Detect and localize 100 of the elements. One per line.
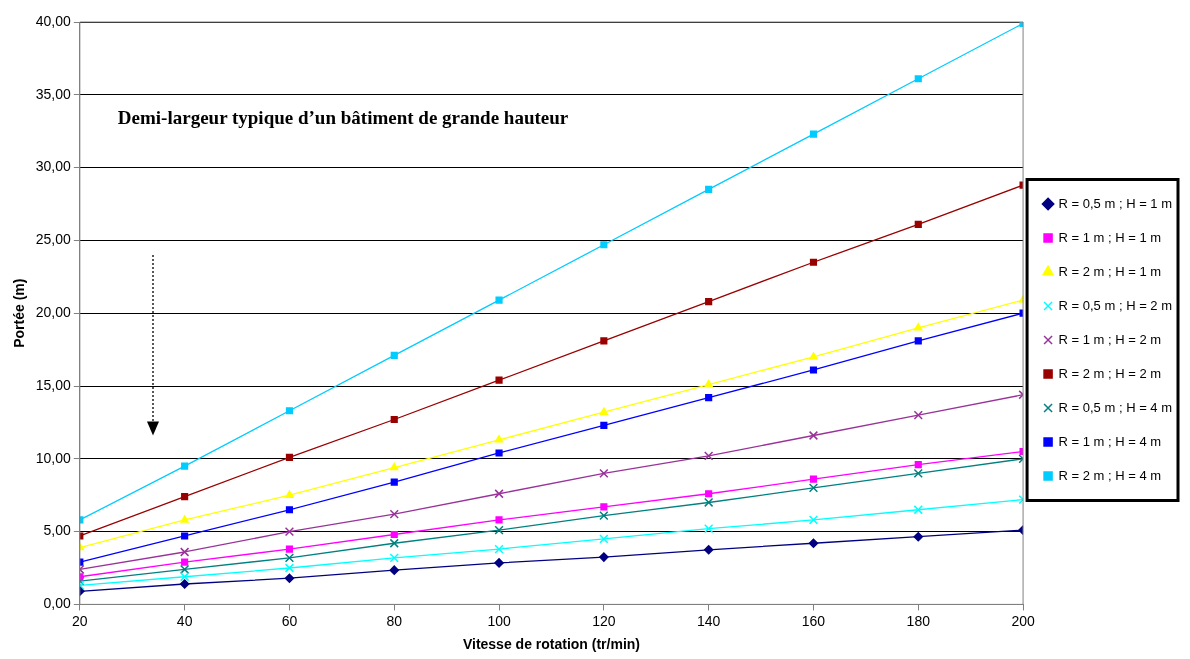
legend-label: R = 0,5 m ; H = 1 m bbox=[1058, 195, 1173, 211]
y-tick-label: 0,00 bbox=[43, 595, 72, 612]
point bbox=[704, 497, 714, 508]
x-tick-label: 100 bbox=[487, 612, 511, 629]
point bbox=[285, 490, 294, 498]
point bbox=[808, 538, 819, 548]
point bbox=[809, 352, 818, 360]
point bbox=[704, 524, 714, 534]
point bbox=[809, 475, 818, 483]
point bbox=[704, 379, 713, 388]
point bbox=[494, 489, 504, 499]
point bbox=[599, 534, 609, 544]
point bbox=[599, 510, 609, 521]
point bbox=[494, 525, 504, 535]
point bbox=[390, 462, 399, 471]
y-tick-label: 10,00 bbox=[35, 449, 72, 466]
point bbox=[809, 366, 818, 374]
point bbox=[913, 531, 924, 542]
y-tick-label: 5,00 bbox=[43, 522, 72, 539]
x-tick-label: 40 bbox=[176, 612, 193, 629]
point bbox=[600, 421, 608, 429]
point bbox=[389, 538, 399, 548]
legend-label: R = 0,5 m ; H = 4 m bbox=[1058, 399, 1173, 415]
point bbox=[705, 394, 713, 402]
point bbox=[495, 516, 503, 524]
point bbox=[600, 337, 608, 345]
x-tick-label: 140 bbox=[696, 612, 721, 629]
point bbox=[180, 564, 190, 575]
point bbox=[599, 552, 609, 562]
x-tick-label: 20 bbox=[72, 612, 88, 629]
point bbox=[913, 505, 923, 515]
point bbox=[495, 296, 503, 304]
point bbox=[914, 337, 922, 345]
x-tick-label: 80 bbox=[386, 612, 403, 629]
y-tick-label: 40,00 bbox=[35, 12, 72, 29]
legend-label: R = 0,5 m ; H = 2 m bbox=[1058, 297, 1173, 313]
point bbox=[390, 415, 398, 424]
annotation: Demi-largeur typique d’un bâtiment de grande hauteur bbox=[117, 106, 569, 128]
legend-label: R = 2 m ; H = 1 m bbox=[1058, 263, 1162, 279]
legend-label: R = 2 m ; H = 2 m bbox=[1058, 365, 1162, 381]
y-tick-label: 15,00 bbox=[35, 376, 72, 393]
point bbox=[599, 468, 609, 478]
point bbox=[705, 185, 713, 194]
point bbox=[180, 515, 189, 523]
point bbox=[808, 483, 819, 493]
point bbox=[285, 453, 294, 461]
point bbox=[284, 553, 295, 563]
point bbox=[180, 572, 190, 582]
point bbox=[181, 462, 189, 470]
point bbox=[914, 75, 922, 83]
y-tick-label: 25,00 bbox=[35, 231, 72, 248]
y-tick-label: 35,00 bbox=[35, 85, 72, 102]
point bbox=[389, 565, 399, 575]
legend-label: R = 1 m ; H = 2 m bbox=[1058, 331, 1162, 347]
point bbox=[179, 579, 190, 589]
point bbox=[285, 506, 294, 514]
x-tick-label: 60 bbox=[281, 612, 298, 629]
legend-label: R = 1 m ; H = 1 m bbox=[1058, 229, 1162, 245]
point bbox=[390, 351, 398, 359]
y-axis-title: Portée (m) bbox=[11, 278, 28, 348]
point bbox=[599, 407, 609, 415]
point bbox=[495, 376, 503, 384]
point bbox=[181, 558, 189, 566]
point bbox=[181, 532, 189, 540]
point bbox=[181, 493, 189, 501]
point bbox=[913, 468, 923, 478]
point bbox=[494, 544, 504, 554]
x-tick-label: 180 bbox=[906, 612, 931, 629]
y-tick-label: 30,00 bbox=[35, 158, 72, 175]
point bbox=[285, 407, 294, 415]
x-tick-label: 160 bbox=[801, 612, 826, 629]
point bbox=[809, 258, 818, 266]
point bbox=[808, 515, 819, 525]
point bbox=[285, 545, 294, 553]
point bbox=[284, 573, 295, 583]
point bbox=[494, 435, 504, 443]
point bbox=[389, 509, 399, 519]
legend-label: R = 2 m ; H = 4 m bbox=[1058, 467, 1162, 483]
point bbox=[809, 130, 818, 138]
point bbox=[390, 530, 398, 539]
point bbox=[914, 461, 922, 469]
x-axis-title: Vitesse de rotation (tr/min) bbox=[462, 636, 641, 653]
point bbox=[390, 478, 398, 486]
x-tick-label: 120 bbox=[592, 612, 616, 629]
point bbox=[808, 430, 819, 441]
point bbox=[913, 410, 923, 420]
point bbox=[180, 547, 190, 557]
point bbox=[914, 220, 922, 228]
point bbox=[494, 558, 504, 568]
y-tick-label: 20,00 bbox=[35, 304, 72, 321]
point bbox=[284, 526, 295, 537]
point bbox=[495, 449, 503, 457]
legend-label: R = 1 m ; H = 4 m bbox=[1058, 433, 1162, 449]
point bbox=[389, 553, 399, 563]
point bbox=[600, 241, 608, 249]
point bbox=[705, 297, 713, 306]
point bbox=[284, 563, 295, 573]
x-tick-label: 200 bbox=[1011, 612, 1035, 629]
point bbox=[703, 545, 714, 555]
point bbox=[705, 490, 713, 498]
